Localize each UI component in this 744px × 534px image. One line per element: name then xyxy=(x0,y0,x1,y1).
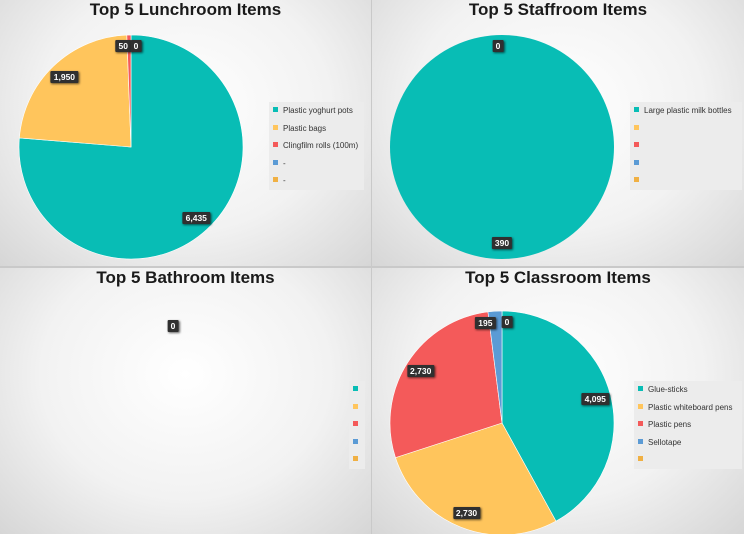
pie-chart xyxy=(18,34,244,260)
chart-bathroom: Top 5 Bathroom Items 0 xyxy=(0,268,371,534)
legend-swatch xyxy=(638,386,643,392)
pie-slice xyxy=(390,35,614,259)
chart-lunchroom: Top 5 Lunchroom Items Plastic yoghurt po… xyxy=(0,0,371,266)
legend: Large plastic milk bottles xyxy=(630,102,742,190)
pie-slice xyxy=(19,34,132,148)
legend-item xyxy=(630,172,742,190)
legend-item: Plastic whiteboard pens xyxy=(634,399,742,417)
pie-slice xyxy=(126,34,132,148)
legend-swatch xyxy=(638,421,643,427)
legend-swatch xyxy=(634,124,639,130)
legend-label: Plastic whiteboard pens xyxy=(648,402,733,412)
legend-item: - xyxy=(269,172,364,190)
legend-swatch xyxy=(273,142,278,148)
legend-item xyxy=(634,451,742,469)
pie-slice xyxy=(389,311,503,458)
data-label: 0 xyxy=(492,40,504,53)
data-label: 0 xyxy=(130,40,142,53)
legend-swatch xyxy=(634,159,639,165)
legend-swatch xyxy=(273,159,278,165)
legend-swatch xyxy=(634,107,639,113)
legend xyxy=(349,381,365,469)
pie-slice xyxy=(487,310,503,424)
legend-label: - xyxy=(283,176,286,185)
legend-item xyxy=(630,120,742,138)
pie-chart xyxy=(0,268,371,534)
legend-label: Glue-sticks xyxy=(648,385,688,394)
data-label: 50 xyxy=(115,40,131,53)
legend-swatch xyxy=(634,177,639,183)
legend-swatch xyxy=(353,403,358,409)
legend-swatch xyxy=(273,177,278,183)
pie-slice xyxy=(501,310,615,522)
legend-label: Sellotape xyxy=(648,437,682,447)
chart-classroom: Top 5 Classroom Items Glue-sticks Plastic… xyxy=(372,268,744,534)
data-label: 6,435 xyxy=(182,211,210,224)
legend-label: Clingfilm rolls (100m) xyxy=(283,141,359,150)
data-label: 390 xyxy=(491,237,513,250)
legend-item xyxy=(349,399,365,417)
legend-item: Plastic pens xyxy=(634,416,742,434)
data-label: 1,950 xyxy=(50,71,79,84)
legend-label: Plastic yoghurt pots xyxy=(283,106,353,115)
legend-swatch xyxy=(273,107,278,113)
data-label: 0 xyxy=(167,320,179,332)
legend-label: Plastic pens xyxy=(648,420,692,429)
legend-item: Plastic yoghurt pots xyxy=(269,102,364,120)
legend-swatch xyxy=(638,403,643,409)
data-label: 0 xyxy=(501,316,513,329)
legend-item xyxy=(349,381,365,399)
legend-swatch xyxy=(353,438,358,444)
legend-swatch xyxy=(353,456,358,462)
legend-swatch xyxy=(638,438,643,444)
data-label: 195 xyxy=(475,316,496,329)
legend-label: Plastic bags xyxy=(283,123,327,133)
legend-swatch xyxy=(634,142,639,148)
legend-item: Large plastic milk bottles xyxy=(630,102,742,120)
legend-swatch xyxy=(273,124,278,130)
legend-swatch xyxy=(353,386,358,392)
legend: Plastic yoghurt pots Plastic bags Clingfil… xyxy=(269,102,364,190)
legend-item: Sellotape xyxy=(634,434,742,452)
legend-swatch xyxy=(353,421,358,427)
data-label: 4,095 xyxy=(581,393,609,406)
chart-staffroom: Top 5 Staffroom Items Large plastic milk… xyxy=(372,0,744,266)
pie-slice xyxy=(395,422,557,534)
legend-item: Glue-sticks xyxy=(634,381,742,399)
chart-title: Top 5 Staffroom Items xyxy=(468,0,648,19)
legend-item: - xyxy=(269,155,364,173)
legend-item xyxy=(349,434,365,452)
chart-title: Top 5 Classroom Items xyxy=(465,268,651,287)
legend-label: - xyxy=(283,158,286,168)
data-label: 2,730 xyxy=(452,506,481,519)
pie-chart xyxy=(389,310,615,534)
legend-item: Clingfilm rolls (100m) xyxy=(269,137,364,155)
legend-item xyxy=(349,451,365,469)
legend-item xyxy=(349,416,365,434)
legend-label: Large plastic milk bottles xyxy=(644,106,732,115)
chart-title: Top 5 Bathroom Items xyxy=(96,268,275,287)
data-label: 2,730 xyxy=(407,365,435,378)
chart-title: Top 5 Lunchroom Items xyxy=(89,0,282,19)
legend-item: Plastic bags xyxy=(269,120,364,138)
legend-swatch xyxy=(638,456,643,462)
legend-item xyxy=(630,155,742,173)
pie-chart xyxy=(390,35,614,259)
legend: Glue-sticks Plastic whiteboard pens Plasti… xyxy=(634,381,742,469)
legend-item xyxy=(630,137,742,155)
